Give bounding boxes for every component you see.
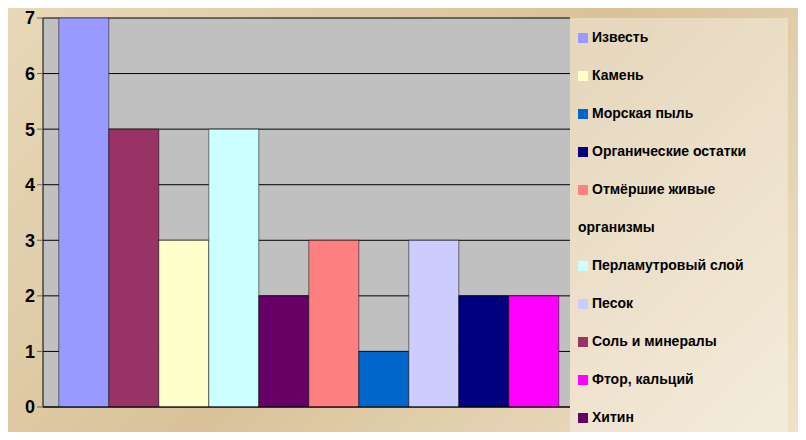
svg-text:6: 6	[25, 64, 35, 84]
svg-text:1: 1	[25, 342, 35, 362]
svg-text:2: 2	[25, 286, 35, 306]
svg-text:5: 5	[25, 120, 35, 140]
svg-text:4: 4	[25, 175, 35, 195]
html-text:Отмёршие живые организмы: Отмёршие живые организмы	[578, 181, 716, 235]
html-text:Песок: Песок	[592, 295, 633, 311]
html-text:Камень: Камень	[592, 67, 644, 83]
html-text:Фтор, кальций: Фтор, кальций	[592, 371, 694, 387]
svg-text:3: 3	[25, 231, 35, 251]
html-text:Соль и минералы: Соль и минералы	[592, 333, 717, 349]
html-text:Известь: Известь	[592, 29, 649, 45]
svg-text:0: 0	[25, 397, 35, 417]
html-text:Морская пыль: Морская пыль	[592, 105, 694, 121]
html-text:Перламутровый слой: Перламутровый слой	[592, 257, 744, 273]
svg-text:7: 7	[25, 8, 35, 28]
html-text:Органические остатки: Органические остатки	[592, 143, 747, 159]
html-text:Хитин: Хитин	[592, 409, 634, 425]
